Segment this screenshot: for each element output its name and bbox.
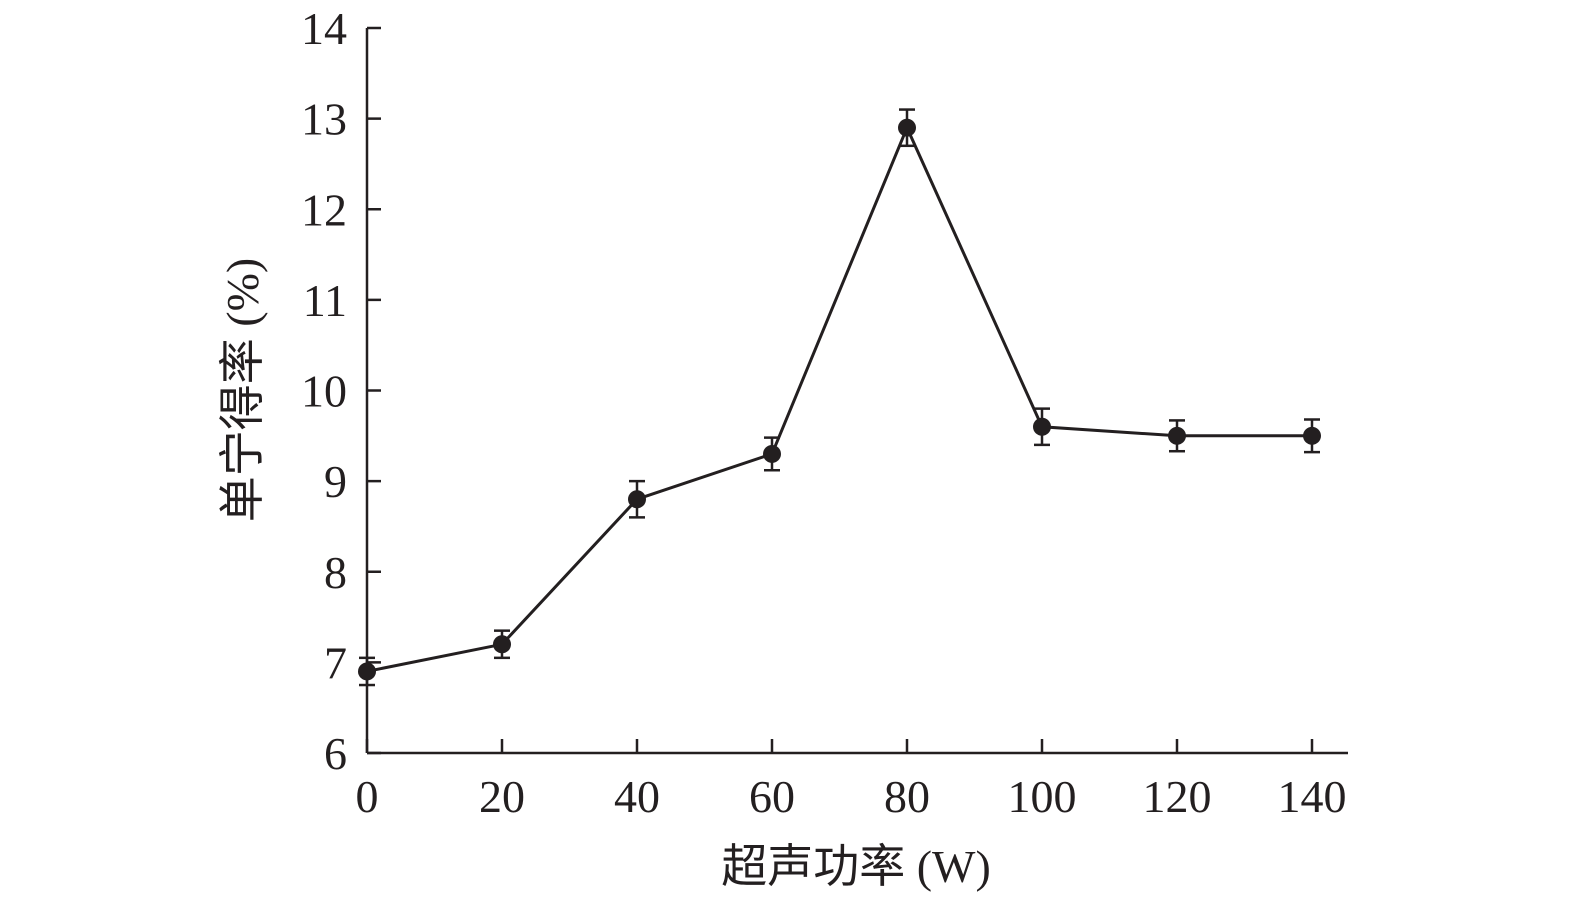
x-tick-label: 40 xyxy=(614,771,660,822)
x-axis-title: 超声功率 (W) xyxy=(721,841,991,892)
x-tick-label: 140 xyxy=(1278,771,1347,822)
y-tick-label: 9 xyxy=(324,456,347,507)
data-point xyxy=(898,118,916,137)
x-tick-label: 100 xyxy=(1008,771,1077,822)
data-point xyxy=(1033,417,1051,436)
y-tick-label: 13 xyxy=(301,94,347,145)
data-point xyxy=(358,662,376,681)
y-tick-label: 11 xyxy=(303,275,347,326)
data-point xyxy=(763,444,781,463)
x-tick-label: 60 xyxy=(749,771,795,822)
series-line xyxy=(366,123,1312,673)
y-axis-title: 单宁得率 (%) xyxy=(217,258,268,522)
data-point xyxy=(1168,426,1186,445)
x-tick-label: 20 xyxy=(479,771,525,822)
y-tick-label: 8 xyxy=(324,547,347,598)
y-tick-label: 6 xyxy=(324,728,347,779)
series xyxy=(358,108,1321,687)
x-tick-label: 80 xyxy=(884,771,930,822)
y-tick-label: 7 xyxy=(324,637,347,688)
y-tick-label: 12 xyxy=(301,184,347,235)
axes xyxy=(365,28,1348,755)
y-tick-label: 10 xyxy=(301,366,347,417)
x-tick-label: 0 xyxy=(356,771,379,822)
data-point xyxy=(628,490,646,509)
data-point xyxy=(1303,426,1321,445)
y-tick-label: 14 xyxy=(301,3,347,54)
data-point xyxy=(493,635,511,654)
x-tick-label: 120 xyxy=(1143,771,1212,822)
